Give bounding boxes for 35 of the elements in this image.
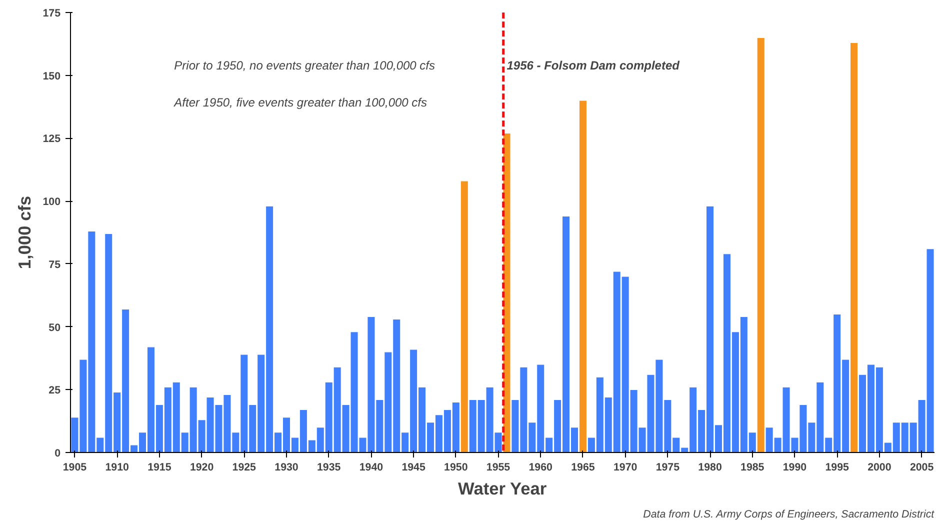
x-tick-label: 1910 xyxy=(105,462,130,474)
x-tick-label: 1905 xyxy=(62,462,87,474)
x-tick-label: 2005 xyxy=(910,462,934,474)
x-tick-label: 1915 xyxy=(148,462,172,474)
x-tick-label: 1955 xyxy=(486,462,510,474)
y-tick-label: 100 xyxy=(42,196,61,208)
y-tick-label: 125 xyxy=(42,133,61,146)
y-tick-label: 150 xyxy=(42,70,61,82)
y-tick-label: 25 xyxy=(48,384,61,397)
x-tick-label: 1935 xyxy=(317,462,341,474)
x-tick-label: 1995 xyxy=(825,462,850,474)
x-tick-label: 1930 xyxy=(274,462,298,474)
x-tick-label: 1965 xyxy=(571,462,595,474)
text: Data from U.S. Army Corps of Engineers, Sacramento District xyxy=(643,508,936,520)
x-tick-label: 1940 xyxy=(359,462,384,474)
x-tick-label: 1980 xyxy=(698,462,722,474)
x-tick-label: 1925 xyxy=(232,462,256,474)
x-tick-label: 1920 xyxy=(190,462,214,474)
x-tick-label: 1970 xyxy=(613,462,638,474)
ref-line-label: 1956 - Folsom Dam completed xyxy=(506,58,680,72)
y-tick-label: 75 xyxy=(48,258,61,271)
y-tick-label: 0 xyxy=(54,448,61,460)
x-tick-label: 1975 xyxy=(656,462,680,474)
annotation: After 1950, five events greater than 100,000 cfs xyxy=(173,96,428,110)
y-axis-title: 1,000 cfs xyxy=(14,196,35,270)
y-tick-label: 175 xyxy=(42,8,61,20)
x-axis-title: Water Year xyxy=(458,478,547,498)
x-tick-label: 1960 xyxy=(528,462,553,474)
x-tick-label: 1950 xyxy=(444,462,468,474)
x-tick-label: 1990 xyxy=(782,462,807,474)
x-tick-label: 1985 xyxy=(740,462,764,474)
y-tick-label: 50 xyxy=(48,322,61,334)
x-tick-label: 2000 xyxy=(868,462,892,474)
x-tick-label: 1945 xyxy=(402,462,426,474)
annotation: Prior to 1950, no events greater than 100,000 cfs xyxy=(174,58,436,72)
